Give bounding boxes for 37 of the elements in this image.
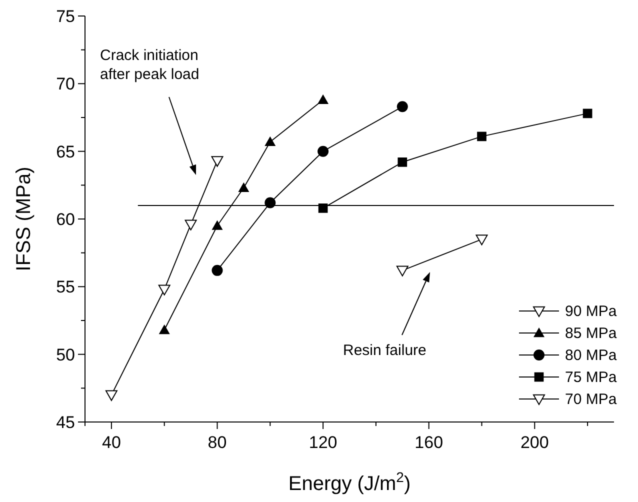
point xyxy=(264,136,276,146)
legend-label: 70 MPa xyxy=(565,391,618,408)
point xyxy=(158,284,170,296)
x-axis-title: Energy (J/m$^{2}$) xyxy=(288,469,411,495)
point xyxy=(212,220,223,230)
point xyxy=(396,101,408,112)
y-tick-label: 65 xyxy=(56,142,75,162)
x-tick-label: 80 xyxy=(208,433,227,452)
point xyxy=(318,94,329,104)
point xyxy=(398,157,408,167)
point xyxy=(318,146,329,157)
annotation: Resin failure xyxy=(343,342,426,359)
legend-label: 80 MPa xyxy=(565,347,618,364)
y-tick-label: 75 xyxy=(56,7,75,26)
y-tick-label: 55 xyxy=(56,278,75,297)
point xyxy=(184,220,197,230)
legend-label: 85 MPa xyxy=(565,325,618,342)
y-axis-title: IFSS (MPa) xyxy=(13,166,35,272)
point xyxy=(158,324,170,334)
point xyxy=(582,108,592,118)
point xyxy=(105,390,118,401)
legend-label: 75 MPa xyxy=(565,369,618,386)
point xyxy=(477,132,486,142)
y-tick-label: 50 xyxy=(56,345,75,364)
x-tick-label: 160 xyxy=(414,433,444,452)
point xyxy=(264,197,276,208)
y-tick-label: 70 xyxy=(56,74,75,94)
point xyxy=(212,264,223,276)
x-tick-label: 200 xyxy=(520,433,549,452)
x-tick-label: 40 xyxy=(102,433,121,452)
point xyxy=(238,182,250,192)
annotation: Crack initiation after peak load xyxy=(100,47,200,83)
x-tick-label: 120 xyxy=(308,433,338,452)
y-tick-label: 45 xyxy=(56,413,75,432)
legend-label: 90 MPa xyxy=(565,303,618,320)
y-tick-label: 60 xyxy=(56,210,75,229)
point xyxy=(211,156,224,167)
